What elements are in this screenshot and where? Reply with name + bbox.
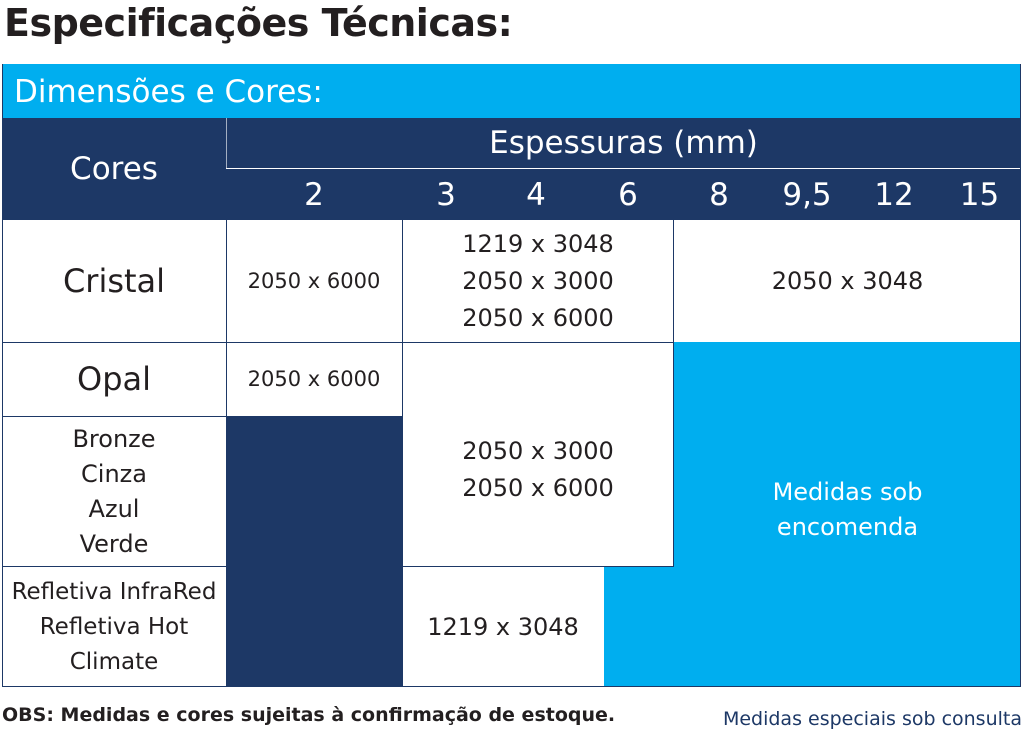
grid-h-colors-dims: [402, 566, 674, 567]
cristal-dim-line3: 2050 x 6000: [462, 303, 614, 332]
thickness-4: 4: [490, 169, 582, 220]
opal-dim-2mm: 2050 x 6000: [226, 342, 402, 416]
row-label-cristal: Cristal: [2, 220, 226, 342]
refletiva-line3: Climate: [69, 648, 159, 675]
page-title: Especificações Técnicas:: [4, 1, 513, 45]
custom-order-line2: encomenda: [776, 513, 919, 541]
grid-v-cores: [226, 220, 227, 416]
refletiva-line1: Refletiva InfraRed: [11, 578, 217, 605]
grid-v-cores-lower: [226, 416, 227, 687]
header-divider: [226, 168, 1021, 169]
grid-h-colors: [2, 566, 226, 567]
opal-colors-dim-line2: 2050 x 6000: [462, 473, 614, 502]
cristal-dims-3-6: 1219 x 3048 2050 x 3000 2050 x 6000: [402, 220, 674, 342]
custom-order-block-lower: [604, 567, 1021, 687]
border-bottom: [2, 686, 1021, 687]
thickness-15: 15: [938, 169, 1021, 220]
grid-h-opal: [2, 416, 402, 417]
unavailable-block-2mm: [226, 416, 402, 687]
thickness-9-5: 9,5: [764, 169, 850, 220]
row-label-opal: Opal: [2, 342, 226, 416]
cristal-dim-8-15: 2050 x 3048: [674, 220, 1021, 342]
color-bronze: Bronze: [72, 424, 156, 453]
thickness-12: 12: [850, 169, 938, 220]
custom-order-block-upper: [674, 342, 1021, 567]
footer-note: OBS: Medidas e cores sujeitas à confirma…: [2, 704, 616, 726]
cristal-dim-line1: 1219 x 3048: [462, 229, 614, 258]
thickness-3: 3: [402, 169, 490, 220]
footer-special: Medidas especiais sob consulta: [722, 708, 1022, 730]
cristal-dim-2mm: 2050 x 6000: [226, 220, 402, 342]
opal-colors-dims-3-6: 2050 x 3000 2050 x 6000: [402, 342, 674, 567]
cores-column-header: Cores: [2, 118, 226, 220]
thickness-6: 6: [582, 169, 674, 220]
thickness-column-header: Espessuras (mm): [226, 118, 1021, 168]
refletiva-dim-3-6: 1219 x 3048: [402, 567, 604, 687]
border-left: [2, 64, 3, 687]
grid-v-2mm: [402, 220, 403, 687]
thickness-2: 2: [226, 169, 402, 220]
grid-v-6mm: [673, 220, 674, 567]
section-header: Dimensões e Cores:: [2, 64, 1021, 118]
row-label-refletiva: Refletiva InfraRed Refletiva Hot Climate: [2, 567, 226, 687]
refletiva-line2: Refletiva Hot: [39, 613, 189, 640]
color-cinza: Cinza: [81, 459, 147, 488]
cristal-dim-line2: 2050 x 3000: [462, 266, 614, 295]
color-verde: Verde: [79, 529, 149, 558]
custom-order-label: Medidas sob encomenda: [674, 470, 1021, 550]
thickness-8: 8: [674, 169, 764, 220]
opal-colors-dim-line1: 2050 x 3000: [462, 436, 614, 465]
grid-h-cristal: [2, 342, 674, 343]
border-right: [1020, 64, 1021, 687]
custom-order-line1: Medidas sob: [772, 478, 923, 506]
color-azul: Azul: [88, 494, 140, 523]
row-label-colors: Bronze Cinza Azul Verde: [2, 416, 226, 567]
